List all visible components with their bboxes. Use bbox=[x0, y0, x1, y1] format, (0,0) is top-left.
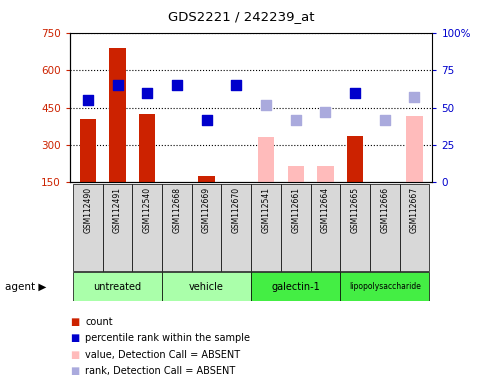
Text: count: count bbox=[85, 317, 113, 327]
Text: vehicle: vehicle bbox=[189, 281, 224, 292]
Bar bbox=[103, 184, 132, 271]
Point bbox=[262, 101, 270, 108]
Text: GSM112665: GSM112665 bbox=[351, 187, 359, 233]
Text: GSM112491: GSM112491 bbox=[113, 187, 122, 233]
Bar bbox=[287, 166, 304, 182]
Bar bbox=[73, 184, 103, 271]
Text: value, Detection Call = ABSENT: value, Detection Call = ABSENT bbox=[85, 350, 241, 360]
Text: ■: ■ bbox=[70, 333, 79, 343]
Text: ■: ■ bbox=[70, 350, 79, 360]
Text: GSM112666: GSM112666 bbox=[380, 187, 389, 233]
Bar bbox=[139, 114, 156, 182]
Point bbox=[143, 89, 151, 96]
Bar bbox=[73, 272, 162, 301]
Point bbox=[114, 82, 121, 88]
Bar bbox=[192, 184, 222, 271]
Point bbox=[84, 97, 92, 103]
Bar bbox=[80, 119, 96, 182]
Text: ■: ■ bbox=[70, 366, 79, 376]
Bar bbox=[317, 166, 334, 182]
Bar bbox=[311, 184, 340, 271]
Bar bbox=[222, 184, 251, 271]
Point bbox=[351, 89, 359, 96]
Bar bbox=[162, 184, 192, 271]
Text: percentile rank within the sample: percentile rank within the sample bbox=[85, 333, 251, 343]
Text: rank, Detection Call = ABSENT: rank, Detection Call = ABSENT bbox=[85, 366, 236, 376]
Text: untreated: untreated bbox=[94, 281, 142, 292]
Point bbox=[203, 116, 211, 122]
Bar bbox=[340, 272, 429, 301]
Text: GSM112540: GSM112540 bbox=[143, 187, 152, 233]
Text: GSM112661: GSM112661 bbox=[291, 187, 300, 233]
Bar bbox=[406, 116, 423, 182]
Point bbox=[381, 116, 389, 122]
Point bbox=[411, 94, 418, 100]
Text: GSM112664: GSM112664 bbox=[321, 187, 330, 233]
Text: GSM112541: GSM112541 bbox=[261, 187, 270, 233]
Point bbox=[322, 109, 329, 115]
Bar bbox=[251, 184, 281, 271]
Bar bbox=[377, 182, 393, 187]
Text: galectin-1: galectin-1 bbox=[271, 281, 320, 292]
Bar bbox=[162, 272, 251, 301]
Text: GDS2221 / 242239_at: GDS2221 / 242239_at bbox=[168, 10, 315, 23]
Bar bbox=[258, 137, 274, 182]
Bar bbox=[399, 184, 429, 271]
Point bbox=[173, 82, 181, 88]
Text: GSM112667: GSM112667 bbox=[410, 187, 419, 233]
Text: ■: ■ bbox=[70, 317, 79, 327]
Text: GSM112669: GSM112669 bbox=[202, 187, 211, 233]
Bar bbox=[109, 48, 126, 182]
Text: GSM112490: GSM112490 bbox=[84, 187, 92, 233]
Text: lipopolysaccharide: lipopolysaccharide bbox=[349, 282, 421, 291]
Bar bbox=[347, 136, 363, 182]
Point bbox=[292, 116, 299, 122]
Bar bbox=[132, 184, 162, 271]
Bar bbox=[340, 184, 370, 271]
Bar bbox=[251, 272, 340, 301]
Bar bbox=[281, 184, 311, 271]
Bar bbox=[199, 176, 215, 182]
Point bbox=[232, 82, 240, 88]
Text: GSM112670: GSM112670 bbox=[232, 187, 241, 233]
Bar bbox=[370, 184, 399, 271]
Text: GSM112668: GSM112668 bbox=[172, 187, 182, 233]
Text: agent ▶: agent ▶ bbox=[5, 281, 46, 292]
